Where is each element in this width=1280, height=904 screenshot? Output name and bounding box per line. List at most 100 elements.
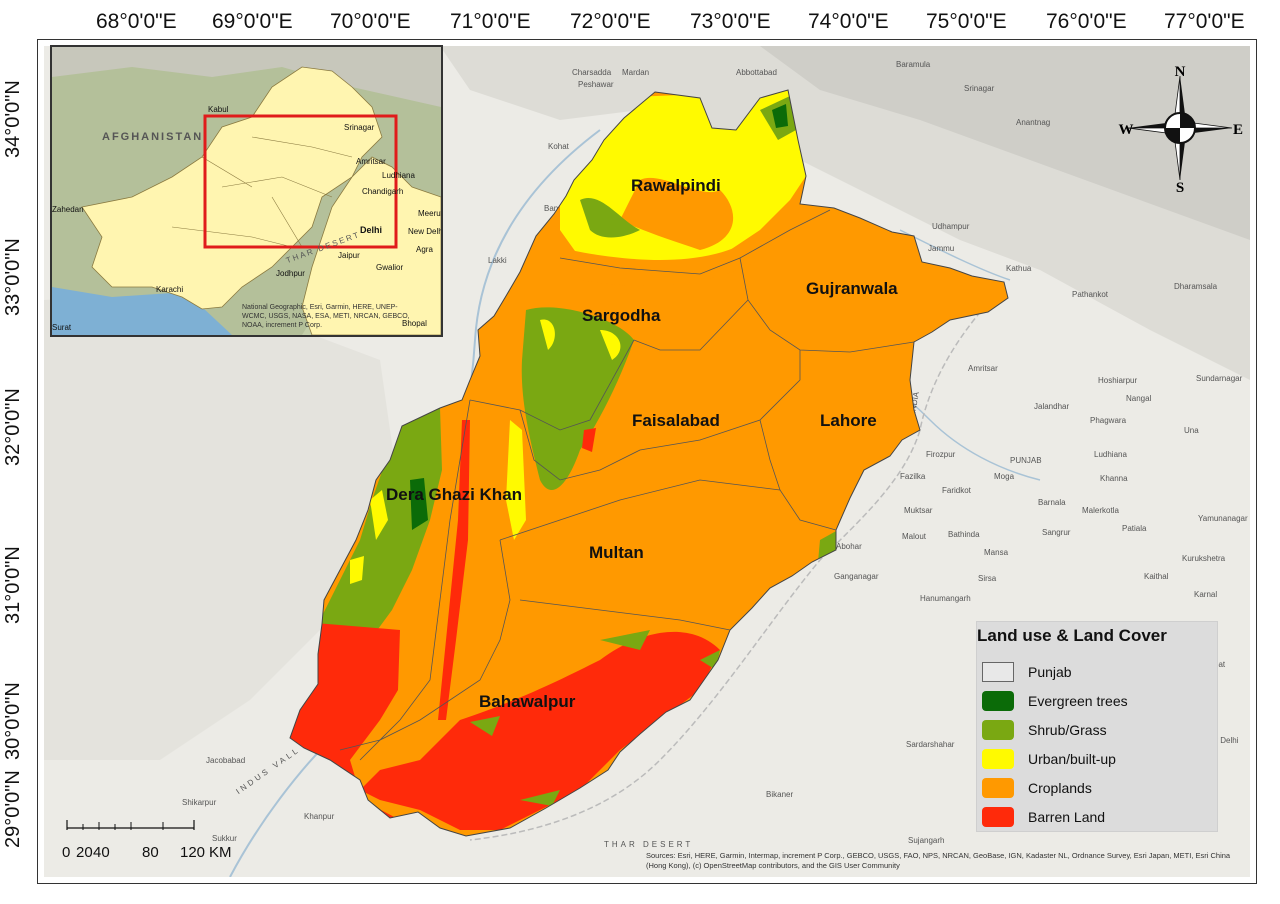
legend-item-evergreen: Evergreen trees bbox=[982, 690, 1128, 712]
place-label: Bikaner bbox=[766, 790, 794, 799]
scale-label: 20 bbox=[76, 844, 93, 861]
legend-swatch bbox=[982, 749, 1014, 769]
longitude-label: 74°0'0"E bbox=[808, 10, 889, 33]
legend-item-punjab: Punjab bbox=[982, 661, 1072, 683]
place-label: Ganganagar bbox=[834, 572, 879, 581]
inset-place-label: Delhi bbox=[360, 225, 383, 235]
place-label: Charsadda bbox=[572, 68, 612, 77]
legend-label: Shrub/Grass bbox=[1028, 722, 1107, 738]
longitude-label: 76°0'0"E bbox=[1046, 10, 1127, 33]
inset-place-label: Karachi bbox=[156, 285, 184, 294]
longitude-label: 75°0'0"E bbox=[926, 10, 1007, 33]
inset-place-label: Ludhiana bbox=[382, 171, 415, 180]
legend-swatch bbox=[982, 720, 1014, 740]
legend-swatch bbox=[982, 691, 1014, 711]
region-label-lahore: Lahore bbox=[820, 411, 877, 430]
place-label: Hanumangarh bbox=[920, 594, 971, 603]
scale-bar: 0 20 40 80 120 KM bbox=[62, 818, 262, 864]
scale-label: KM bbox=[209, 844, 232, 861]
legend-swatch bbox=[982, 778, 1014, 798]
place-label: Jammu bbox=[928, 244, 955, 253]
place-label: Phagwara bbox=[1090, 416, 1127, 425]
longitude-label: 71°0'0"E bbox=[450, 10, 531, 33]
place-label: Malerkotla bbox=[1082, 506, 1119, 515]
place-label: Amritsar bbox=[968, 364, 998, 373]
place-label: Kaithal bbox=[1144, 572, 1169, 581]
place-label: Bannu bbox=[544, 204, 568, 213]
legend-item-urban: Urban/built-up bbox=[982, 748, 1116, 770]
inset-place-label: Jaipur bbox=[338, 251, 360, 260]
place-label: Firozpur bbox=[926, 450, 956, 459]
scale-label: 80 bbox=[142, 844, 159, 861]
place-label: Yamunanagar bbox=[1198, 514, 1248, 523]
place-label: Fazilka bbox=[900, 472, 926, 481]
legend-item-shrub: Shrub/Grass bbox=[982, 719, 1107, 741]
longitude-label: 72°0'0"E bbox=[570, 10, 651, 33]
latitude-label: 30°0'0"N bbox=[2, 682, 24, 760]
region-label-bahawalpur: Bahawalpur bbox=[479, 692, 576, 711]
region-label-dera-ghazi-khan: Dera Ghazi Khan bbox=[386, 485, 523, 504]
compass-rose: N S E W bbox=[1119, 66, 1244, 196]
legend-swatch bbox=[982, 662, 1014, 682]
latitude-label: 29°0'0"N bbox=[2, 770, 24, 848]
inset-place-label: Chandigarh bbox=[362, 187, 404, 196]
place-label: Shikarpur bbox=[182, 798, 217, 807]
legend-label: Barren Land bbox=[1028, 809, 1106, 825]
inset-place-label: Zahedan bbox=[52, 205, 84, 214]
place-label: Sirsa bbox=[978, 574, 997, 583]
place-label: Barnala bbox=[1038, 498, 1066, 507]
place-label: Patiala bbox=[1122, 524, 1147, 533]
place-label: Kathua bbox=[1006, 264, 1032, 273]
inset-map-graphic bbox=[52, 47, 441, 335]
place-label: Sukkur bbox=[212, 834, 237, 843]
basemap-label-thar: THAR DESERT bbox=[604, 840, 694, 849]
place-label: Udhampur bbox=[932, 222, 970, 231]
compass-n: N bbox=[1175, 66, 1186, 80]
place-label: Mardan bbox=[622, 68, 650, 77]
place-label: Una bbox=[1184, 426, 1199, 435]
inset-place-label: Agra bbox=[416, 245, 433, 254]
place-label: Moga bbox=[994, 472, 1015, 481]
latitude-label: 33°0'0"N bbox=[2, 238, 24, 316]
inset-country-label: AFGHANISTAN bbox=[102, 131, 204, 143]
region-label-faisalabad: Faisalabad bbox=[632, 411, 720, 430]
place-label: Anantnag bbox=[1016, 118, 1051, 127]
place-label: Khanna bbox=[1100, 474, 1128, 483]
place-label: Sardarshahar bbox=[906, 740, 955, 749]
place-label: New Delhi bbox=[1202, 736, 1239, 745]
inset-place-label: Bhopal bbox=[402, 319, 427, 328]
place-label: Malout bbox=[902, 532, 927, 541]
legend-label: Punjab bbox=[1028, 664, 1072, 680]
place-label: Kohat bbox=[548, 142, 569, 151]
compass-e: E bbox=[1233, 122, 1243, 138]
place-label: Faridkot bbox=[942, 486, 971, 495]
inset-place-label: Srinagar bbox=[344, 123, 375, 132]
latitude-label: 31°0'0"N bbox=[2, 546, 24, 624]
scale-label: 0 bbox=[62, 844, 71, 861]
inset-place-label: New Delhi bbox=[408, 227, 443, 236]
place-label: Lakki bbox=[488, 256, 507, 265]
longitude-label: 77°0'0"E bbox=[1164, 10, 1245, 33]
place-label: Abohar bbox=[836, 542, 862, 551]
region-label-gujranwala: Gujranwala bbox=[806, 279, 898, 298]
inset-attribution: National Geographic, Esri, Garmin, HERE,… bbox=[242, 304, 410, 329]
inset-place-label: Surat bbox=[52, 323, 72, 332]
inset-place-label: Gwalior bbox=[376, 263, 404, 272]
compass-w: W bbox=[1119, 122, 1134, 138]
legend-label: Evergreen trees bbox=[1028, 693, 1128, 709]
place-label: Baramula bbox=[896, 60, 931, 69]
place-label: Dharamsala bbox=[1174, 282, 1218, 291]
scale-label: 120 bbox=[180, 844, 206, 861]
place-label: Khanpur bbox=[304, 812, 335, 821]
place-label: Pathankot bbox=[1072, 290, 1109, 299]
place-label: Kurukshetra bbox=[1182, 554, 1226, 563]
latitude-label: 34°0'0"N bbox=[2, 80, 24, 158]
inset-map[interactable]: AFGHANISTAN Kabul Srinagar Amritsar Ludh… bbox=[50, 45, 443, 337]
longitude-label: 68°0'0"E bbox=[96, 10, 177, 33]
region-label-rawalpindi: Rawalpindi bbox=[631, 176, 721, 195]
place-label: Peshawar bbox=[578, 80, 614, 89]
place-label: Ludhiana bbox=[1094, 450, 1127, 459]
place-label: Sundarnagar bbox=[1196, 374, 1243, 383]
place-label: Srinagar bbox=[964, 84, 995, 93]
region-label-sargodha: Sargodha bbox=[582, 306, 661, 325]
